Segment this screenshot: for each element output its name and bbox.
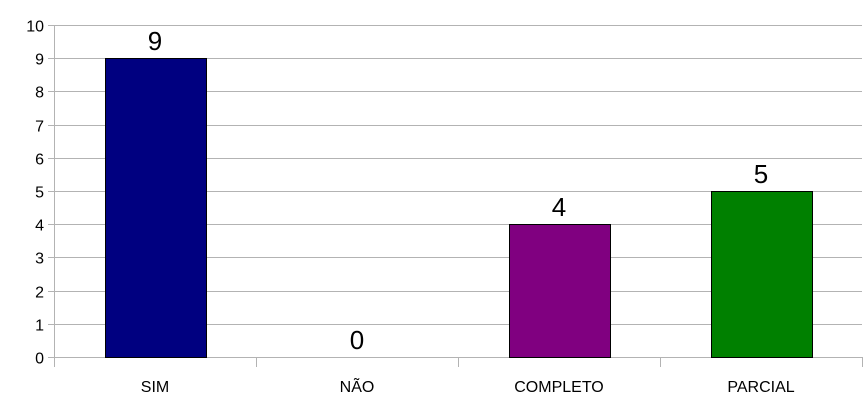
y-tick-label: 8 [35,85,44,102]
y-tick-label: 3 [35,251,44,268]
data-label: 0 [350,325,364,355]
y-tick-label: 6 [35,152,44,169]
x-category-label: SIM [141,379,169,396]
y-tick-label: 5 [35,185,44,202]
data-label: 5 [754,159,768,189]
labels: 0 1 2 3 4 5 6 7 8 9 10 9 SIM 0 NÃO 4 COMPLETO 5 PARCIAL [26,19,795,397]
y-tick-label: 4 [35,218,44,235]
bar-completo [509,224,611,358]
bar-parcial [711,191,813,358]
y-tick-label: 7 [35,119,44,136]
x-category-label: COMPLETO [514,379,604,396]
axes [48,25,863,367]
data-label: 4 [552,192,566,222]
x-category-label: PARCIAL [727,379,794,396]
bar-sim [105,58,207,358]
y-tick-label: 0 [35,351,44,368]
x-category-label: NÃO [340,376,375,396]
y-tick-label: 10 [26,19,44,36]
y-tick-label: 2 [35,285,44,302]
y-tick-label: 1 [35,318,44,335]
bars [105,58,813,358]
data-label: 9 [148,26,162,56]
y-tick-label: 9 [35,52,44,69]
